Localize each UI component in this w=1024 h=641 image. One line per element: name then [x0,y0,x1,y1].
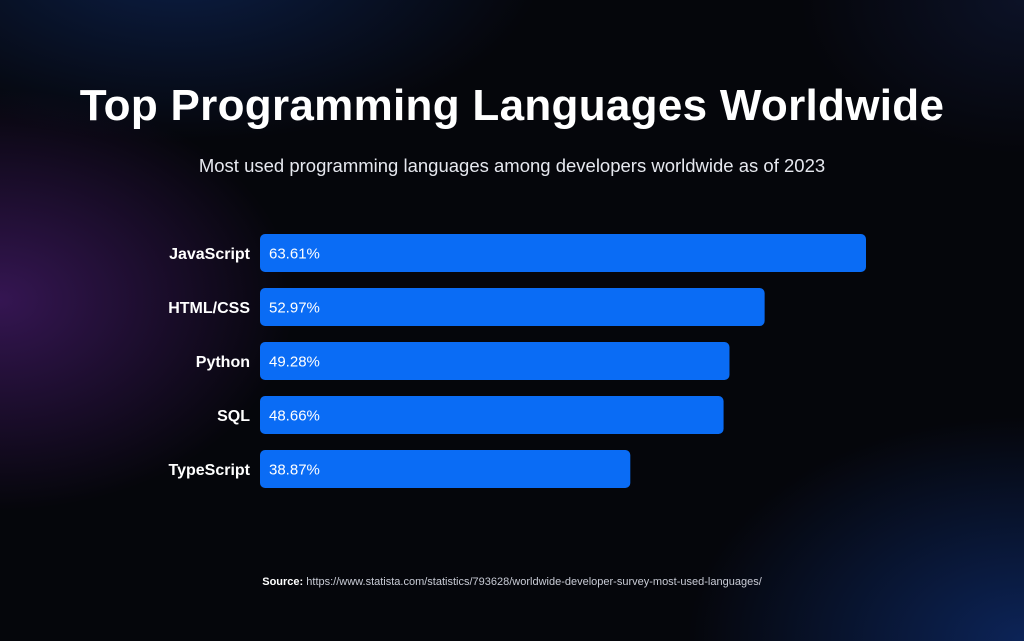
category-label-javascript: JavaScript [169,246,251,263]
bar-html-css [260,288,765,326]
value-label-javascript: 63.61% [269,246,320,263]
value-label-python: 49.28% [269,354,320,371]
bar-typescript [260,450,631,488]
source-link[interactable]: https://www.statista.com/statistics/7936… [306,576,762,588]
bar-row-typescript: TypeScript 38.87% [169,450,631,488]
category-label-sql: SQL [217,408,250,425]
category-label-python: Python [196,354,250,371]
category-label-typescript: TypeScript [169,462,251,479]
chart-subtitle: Most used programming languages among de… [198,155,826,176]
bar-sql [260,396,724,434]
bar-row-sql: SQL 48.66% [217,396,724,434]
value-label-sql: 48.66% [269,408,320,425]
category-label-html-css: HTML/CSS [168,300,250,317]
source-label: Source: [262,576,304,588]
bar-row-html-css: HTML/CSS 52.97% [168,288,765,326]
bar-row-javascript: JavaScript 63.61% [169,234,866,272]
bar-javascript [260,234,866,272]
bar-python [260,342,730,380]
bar-row-python: Python 49.28% [196,342,730,380]
source-note: Source: https://www.statista.com/statist… [0,574,1024,590]
value-label-typescript: 38.87% [269,462,320,479]
value-label-html-css: 52.97% [269,300,320,317]
chart-title: Top Programming Languages Worldwide [79,81,945,130]
